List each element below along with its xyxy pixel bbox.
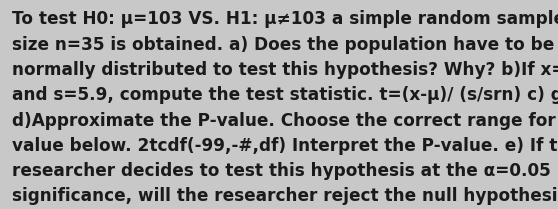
Text: To test H0: μ=103 VS. H1: μ≠103 a simple random sample of
size n=35 is obtained.: To test H0: μ=103 VS. H1: μ≠103 a simple… — [12, 10, 558, 205]
